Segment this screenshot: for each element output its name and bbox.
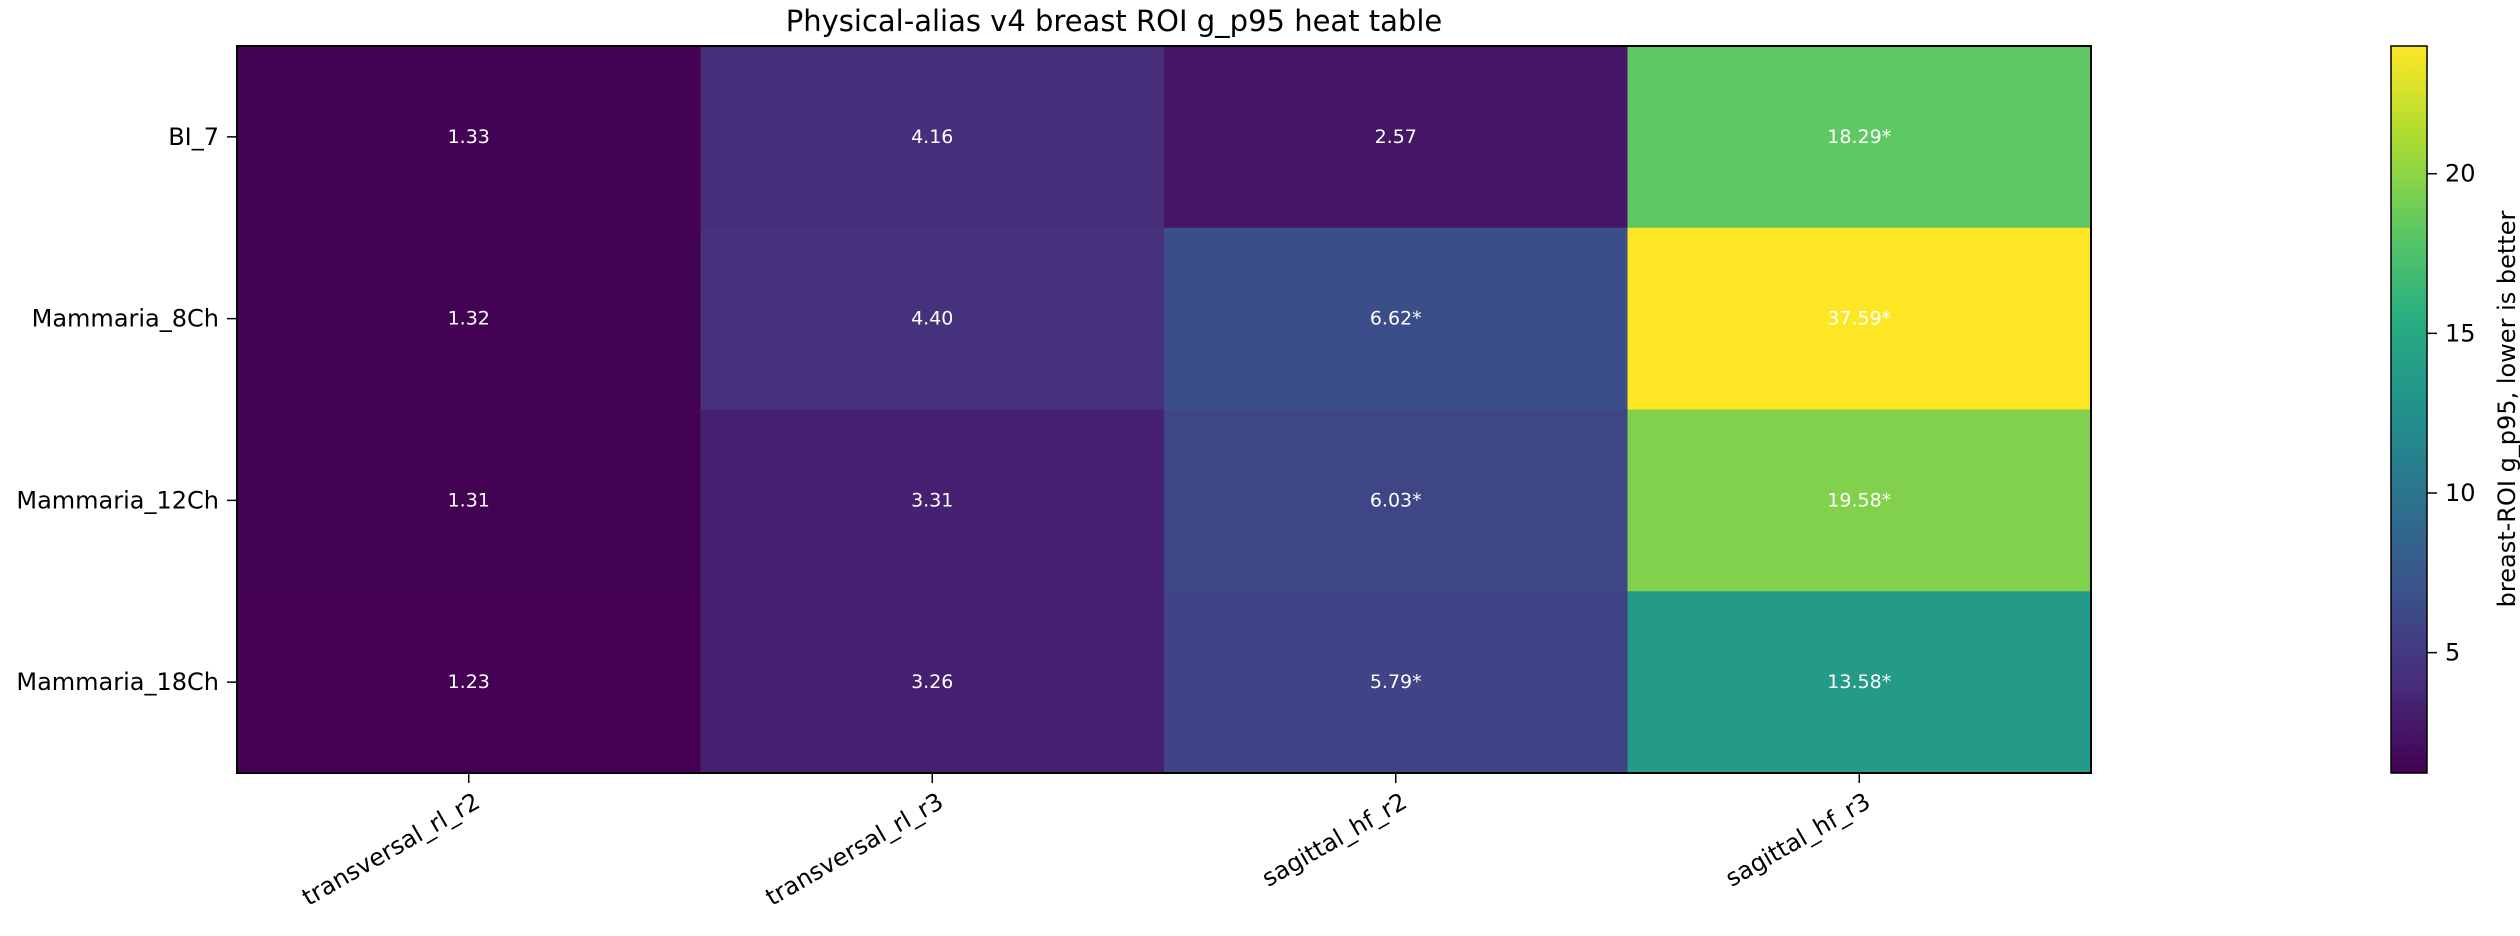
heatmap-cell [1627, 227, 2092, 410]
cell-value-label: 18.29* [1827, 126, 1891, 148]
cell-value-label: 6.62* [1370, 308, 1422, 330]
cell-value-label: 1.32 [448, 308, 490, 330]
cell-value-label: 13.58* [1827, 671, 1891, 693]
column-tick-label: sagittal_hf_r3 [1721, 787, 1875, 892]
cell-value-label: 1.33 [448, 126, 490, 148]
row-tick-label: Mammaria_8Ch [32, 305, 219, 333]
cell-labels: 1.33 4.16 2.57 18.29* 1.32 4.40 6.62* 37.59* 1.3… [448, 126, 1892, 693]
heatmap-cell [1164, 227, 1628, 410]
cell-value-label: 3.31 [911, 489, 953, 511]
colorbar-tick-label: 20 [2445, 160, 2476, 188]
row-tick-label: Mammaria_18Ch [16, 668, 219, 696]
cell-value-label: 2.57 [1375, 126, 1417, 148]
heatmap-cell [700, 46, 1165, 229]
cell-value-label: 1.23 [448, 671, 490, 693]
heatmap-cell [700, 591, 1165, 774]
column-tick-label: sagittal_hf_r2 [1257, 787, 1411, 892]
colorbar-tick-label: 5 [2445, 639, 2460, 667]
cell-value-label: 6.03* [1370, 489, 1422, 511]
colorbar-ticks: 5 10 15 20 [2427, 160, 2476, 667]
column-tick-label: transversal_rl_r2 [297, 787, 484, 911]
heatmap-cell [700, 227, 1165, 410]
row-tick-label: BI_7 [168, 123, 219, 151]
colorbar-gradient [2390, 45, 2428, 774]
heatmap-cell [1164, 591, 1628, 774]
heatmap-cell [1627, 46, 2092, 229]
colorbar-label: breast-ROI g_p95, lower is better [2493, 211, 2520, 608]
heatmap-cell [237, 46, 701, 229]
cell-value-label: 19.58* [1827, 489, 1891, 511]
colorbar: 5 10 15 20 breast-ROI g_p95, lower is bette… [2390, 45, 2520, 774]
cell-value-label: 4.16 [911, 126, 953, 148]
heatmap-cell [1164, 46, 1628, 229]
plot-frame [236, 45, 2092, 774]
heatmap-cell [237, 227, 701, 410]
heatmap-cell [237, 409, 701, 592]
heatmap-cells [237, 46, 2092, 774]
heatmap-cell [1627, 591, 2092, 774]
cell-value-label: 1.31 [448, 489, 490, 511]
column-tick-label: transversal_rl_r3 [761, 787, 948, 911]
cell-value-label: 5.79* [1370, 671, 1422, 693]
heatmap-cell [237, 591, 701, 774]
cell-value-label: 3.26 [911, 671, 953, 693]
heatmap-cell [1627, 409, 2092, 592]
heatmap-cell [1164, 409, 1628, 592]
heatmap-cell [700, 409, 1165, 592]
row-tick-label: Mammaria_12Ch [16, 486, 219, 514]
row-ticks: BI_7 Mammaria_8Ch Mammaria_12Ch Mammaria_18… [16, 123, 237, 696]
chart-title: Physical-alias v4 breast ROI g_p95 heat … [786, 4, 1442, 38]
column-ticks: transversal_rl_r2 transversal_rl_r3 sagitt… [297, 773, 1875, 911]
colorbar-tick-label: 15 [2445, 319, 2476, 347]
cell-value-label: 4.40 [911, 308, 953, 330]
cell-value-label: 37.59* [1827, 308, 1891, 330]
colorbar-tick-label: 10 [2445, 479, 2476, 507]
